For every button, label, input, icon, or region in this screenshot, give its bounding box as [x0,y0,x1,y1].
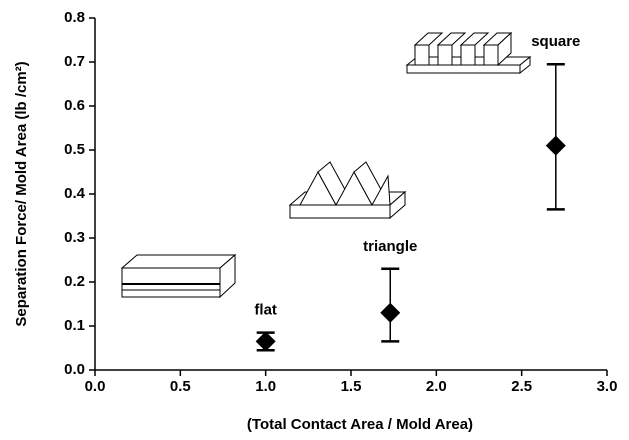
point-label: flat [254,302,277,319]
y-tick-label: 0.8 [64,9,85,26]
flat-mold-icon [120,253,237,299]
y-tick-label: 0.6 [64,97,85,114]
point-label: square [531,33,580,50]
y-tick-label: 0.4 [64,185,86,202]
x-tick-label: 1.0 [255,378,276,395]
x-tick-label: 0.5 [170,378,191,395]
y-tick-label: 0.3 [64,229,85,246]
square-mold-icon [405,31,532,75]
y-tick-label: 0.0 [64,361,85,378]
x-tick-label: 2.5 [511,378,532,395]
x-tick-label: 2.0 [426,378,447,395]
x-tick-label: 0.0 [85,378,106,395]
triangle-mold-icon [288,161,407,220]
point-label: triangle [363,238,417,255]
y-tick-label: 0.2 [64,273,85,290]
x-tick-label: 1.5 [341,378,362,395]
x-axis-label: (Total Contact Area / Mold Area) [247,416,473,433]
y-tick-label: 0.7 [64,53,85,70]
x-tick-label: 3.0 [597,378,618,395]
y-tick-label: 0.5 [64,141,85,158]
point [545,135,566,156]
y-tick-label: 0.1 [64,317,85,334]
point [380,302,401,323]
y-axis-label: Separation Force/ Mold Area (lb /cm²) [13,61,30,326]
point [255,331,276,352]
